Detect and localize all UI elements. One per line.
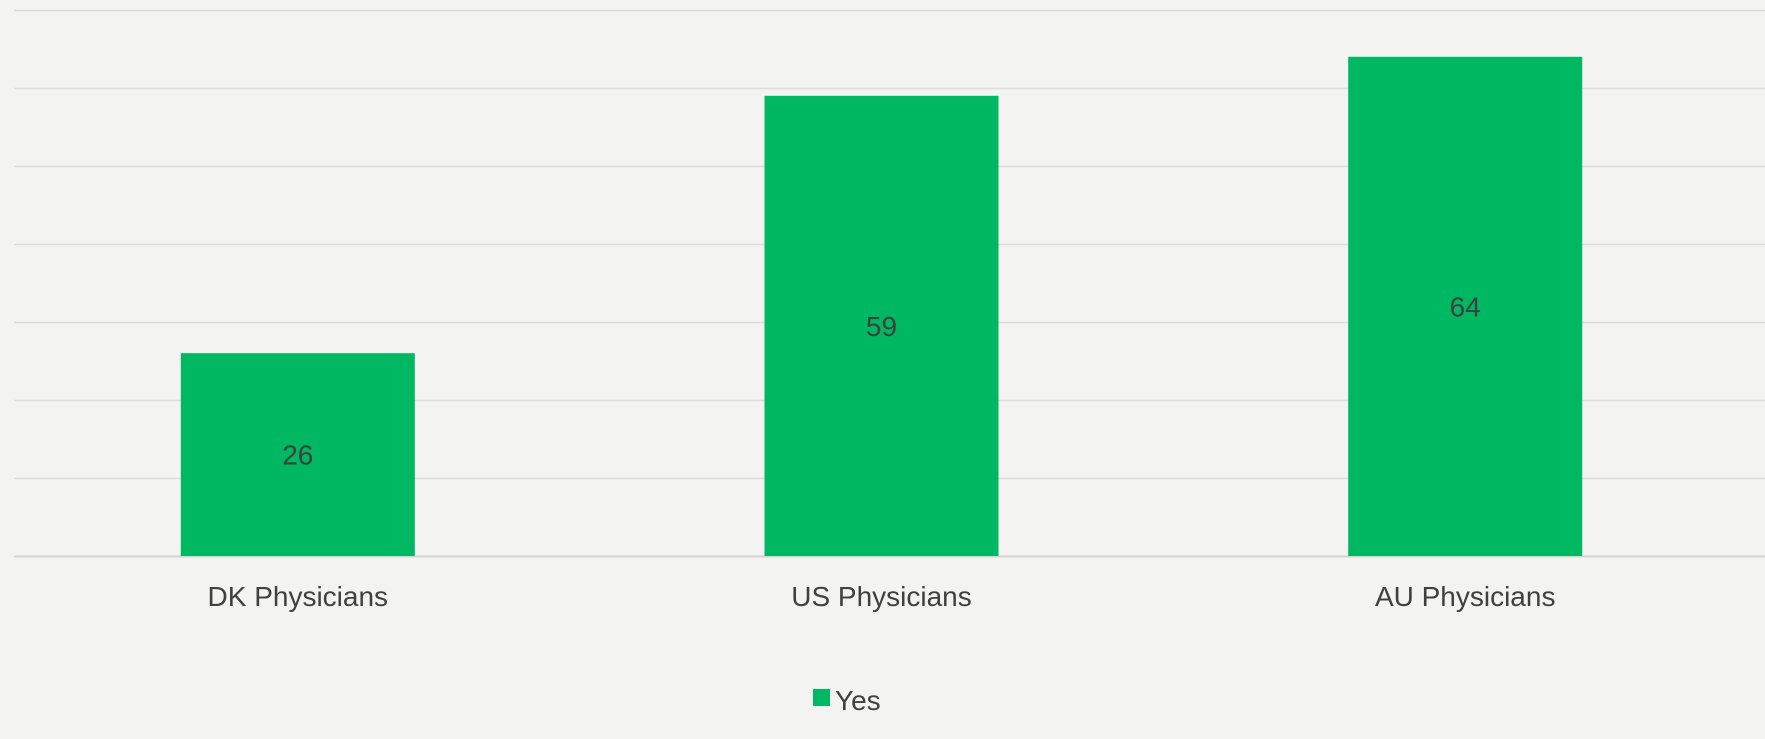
legend-swatch (813, 689, 830, 706)
data-label: 59 (866, 311, 897, 342)
bars (180, 56, 1583, 557)
x-tick-label: DK Physicians (208, 581, 389, 612)
bar-dk-physicians (180, 353, 415, 556)
bar-au-physicians (1348, 56, 1583, 557)
legend: Yes (813, 685, 881, 716)
x-tick-label: AU Physicians (1375, 581, 1556, 612)
data-labels: 26 59 64 (282, 291, 1481, 470)
bar-us-physicians (764, 95, 999, 557)
legend-label: Yes (835, 685, 881, 716)
x-axis: DK Physicians US Physicians AU Physicians (208, 581, 1556, 612)
data-label: 26 (282, 440, 313, 471)
data-label: 64 (1450, 291, 1481, 322)
x-tick-label: US Physicians (791, 581, 972, 612)
